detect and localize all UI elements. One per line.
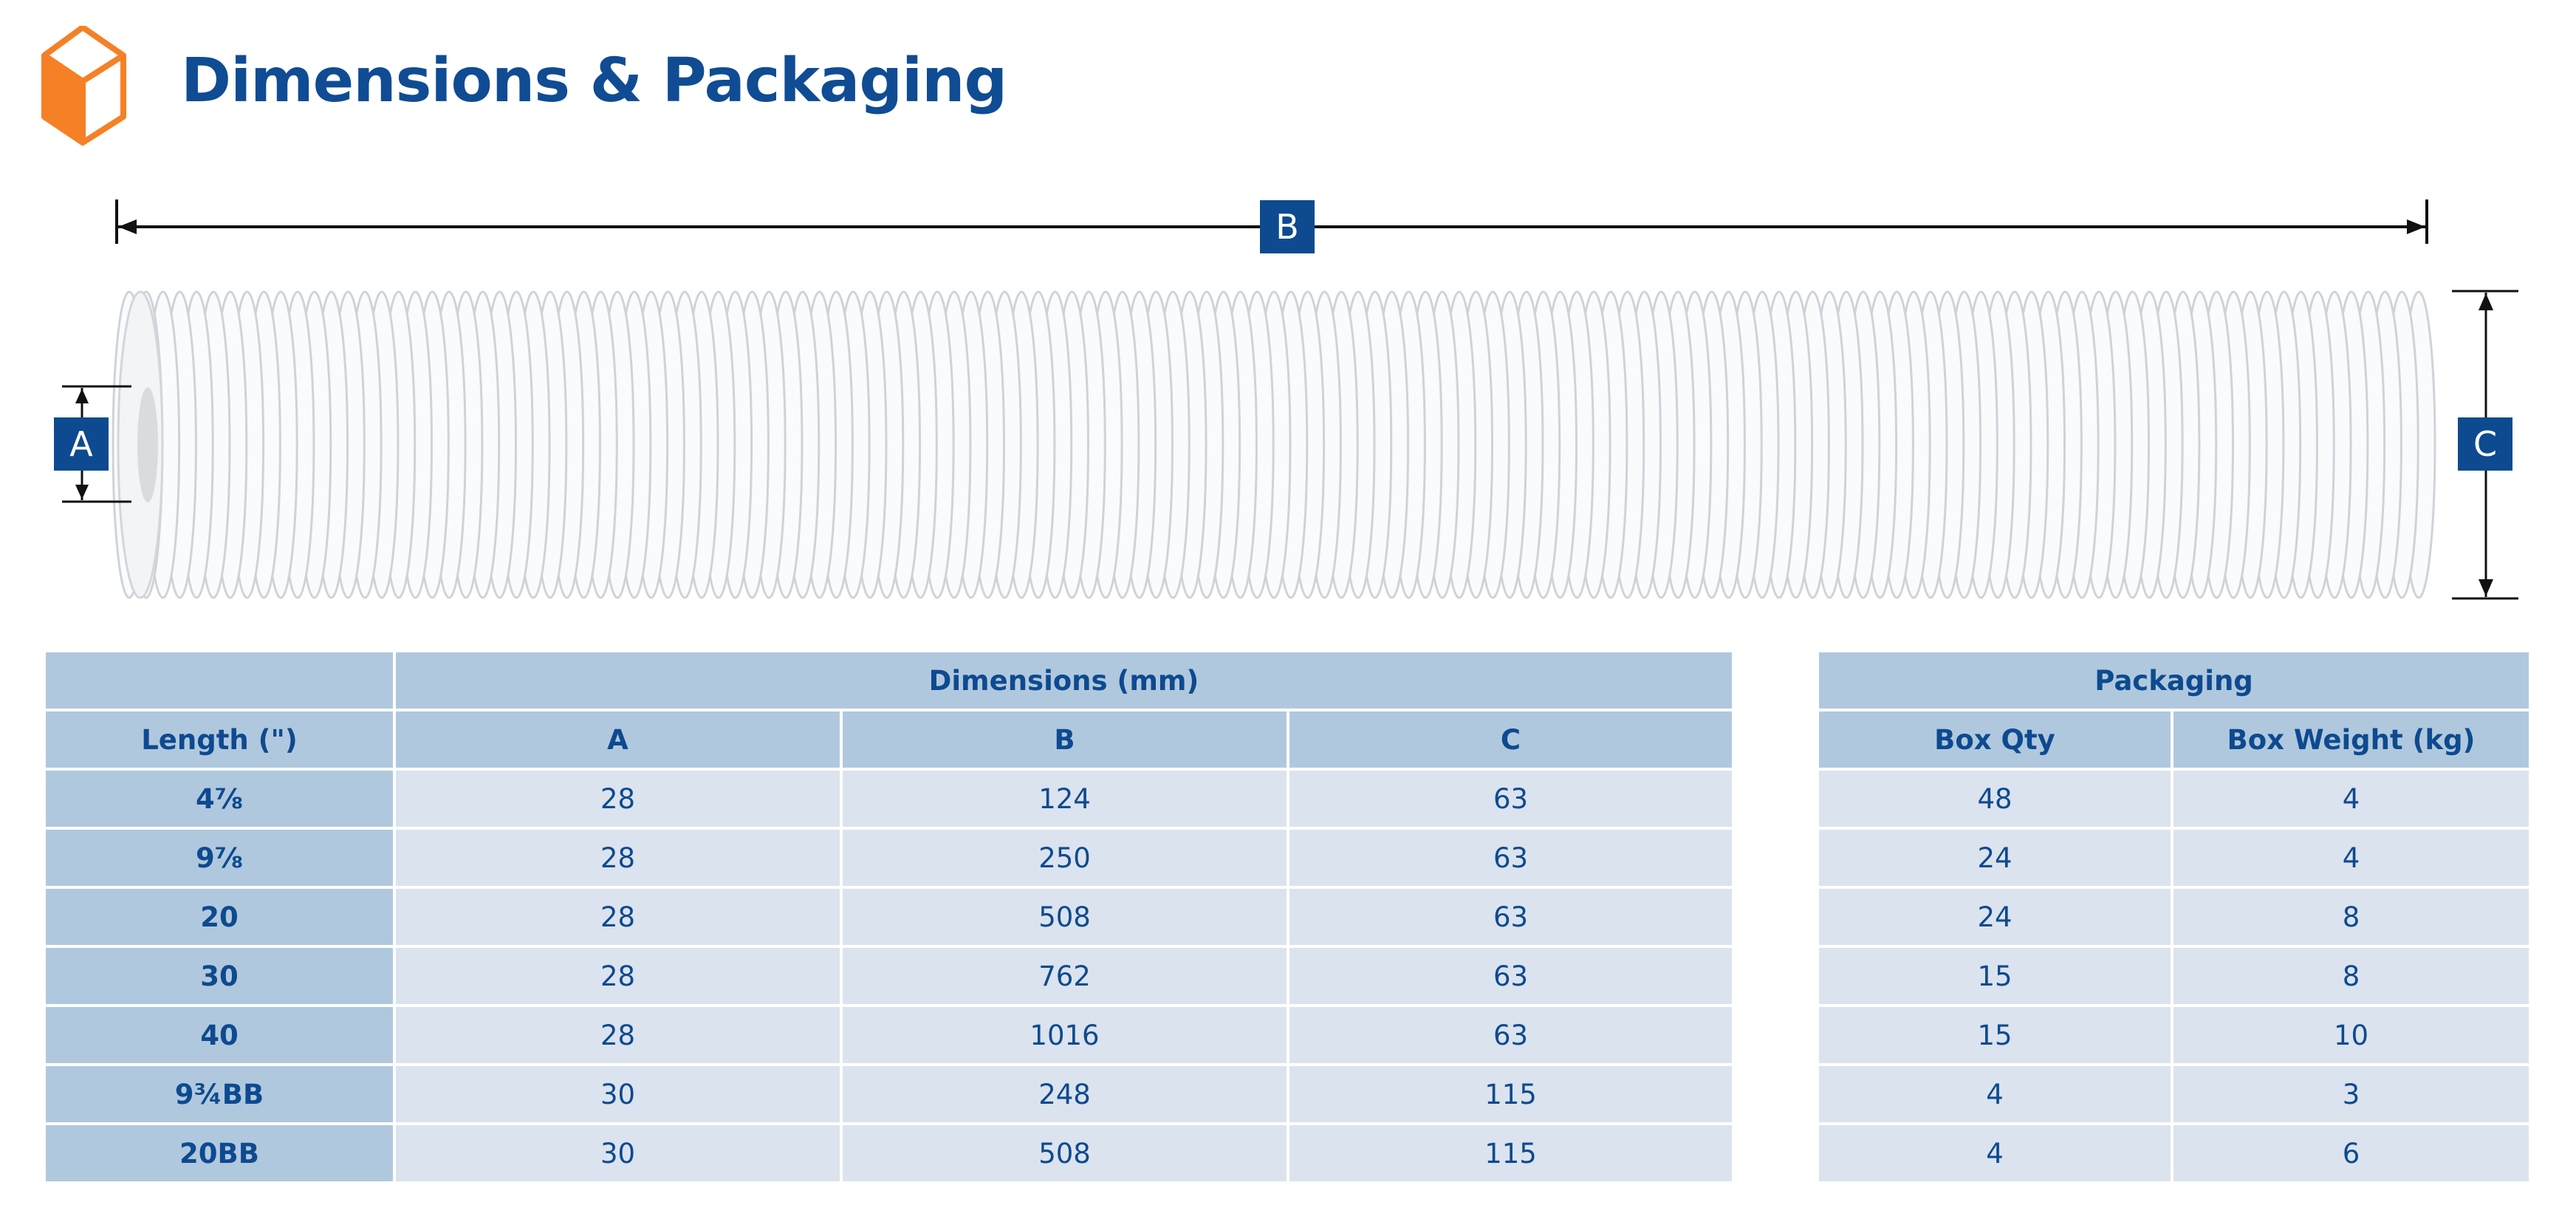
table-cell: 8 — [2174, 889, 2529, 945]
table-cell: 8 — [2174, 948, 2529, 1004]
table-cell: 28 — [396, 830, 840, 886]
table-cell: 762 — [843, 948, 1287, 1004]
packaging-table: Packaging Box Qty Box Weight (kg) 48 4 24 4 24… — [1819, 652, 2529, 1181]
table-cell: 1016 — [843, 1007, 1287, 1063]
table-cell: 63 — [1289, 1007, 1732, 1063]
column-header: Box Weight (kg) — [2174, 711, 2529, 768]
packaging-group-header: Packaging — [1819, 652, 2529, 709]
table-cell: 508 — [843, 1125, 1287, 1181]
table-cell: 24 — [1819, 830, 2171, 886]
row-header: 40 — [46, 1007, 393, 1063]
table-cell: 63 — [1289, 771, 1732, 827]
dimensions-group-header: Dimensions (mm) — [396, 652, 1732, 709]
table-cell: 63 — [1289, 830, 1732, 886]
table-cell: 63 — [1289, 948, 1732, 1004]
table-cell: 4 — [1819, 1125, 2171, 1181]
row-header: 20BB — [46, 1125, 393, 1181]
cartridge-body — [112, 290, 2436, 599]
table-cell: 508 — [843, 889, 1287, 945]
table-cell: 28 — [396, 948, 840, 1004]
column-header: Length (") — [46, 711, 393, 768]
table-cell: 124 — [843, 771, 1287, 827]
filter-cartridge-diagram — [62, 199, 2518, 600]
table-cell: 28 — [396, 889, 840, 945]
cartridge-core-hole — [137, 387, 158, 502]
label-a: A — [54, 417, 109, 471]
table-cell: 24 — [1819, 889, 2171, 945]
table-cell: 48 — [1819, 771, 2171, 827]
table-cell: 10 — [2174, 1007, 2529, 1063]
row-header: 4⅞ — [46, 771, 393, 827]
table-cell: 3 — [2174, 1066, 2529, 1122]
table-cell: 15 — [1819, 1007, 2171, 1063]
page-title: Dimensions & Packaging — [181, 46, 1007, 116]
row-header: 9¾BB — [46, 1066, 393, 1122]
table-cell: 4 — [2174, 771, 2529, 827]
dimensions-table: Dimensions (mm) Length (") A B C 4⅞ 28 124 63 9⅞… — [46, 652, 1732, 1181]
table-cell: 63 — [1289, 889, 1732, 945]
table-cell: 4 — [1819, 1066, 2171, 1122]
table-cell: 15 — [1819, 948, 2171, 1004]
table-cell: 30 — [396, 1066, 840, 1122]
column-header: B — [843, 711, 1287, 768]
box-icon — [41, 26, 126, 146]
header-blank — [46, 652, 393, 709]
row-header: 9⅞ — [46, 830, 393, 886]
table-cell: 115 — [1289, 1125, 1732, 1181]
table-cell: 250 — [843, 830, 1287, 886]
table-cell: 28 — [396, 1007, 840, 1063]
row-header: 20 — [46, 889, 393, 945]
row-header: 30 — [46, 948, 393, 1004]
table-cell: 6 — [2174, 1125, 2529, 1181]
column-header: C — [1289, 711, 1732, 768]
table-cell: 4 — [2174, 830, 2529, 886]
table-cell: 115 — [1289, 1066, 1732, 1122]
column-header: A — [396, 711, 840, 768]
table-cell: 28 — [396, 771, 840, 827]
label-c: C — [2458, 417, 2512, 471]
table-cell: 248 — [843, 1066, 1287, 1122]
column-header: Box Qty — [1819, 711, 2171, 768]
table-cell: 30 — [396, 1125, 840, 1181]
label-b: B — [1260, 200, 1315, 253]
